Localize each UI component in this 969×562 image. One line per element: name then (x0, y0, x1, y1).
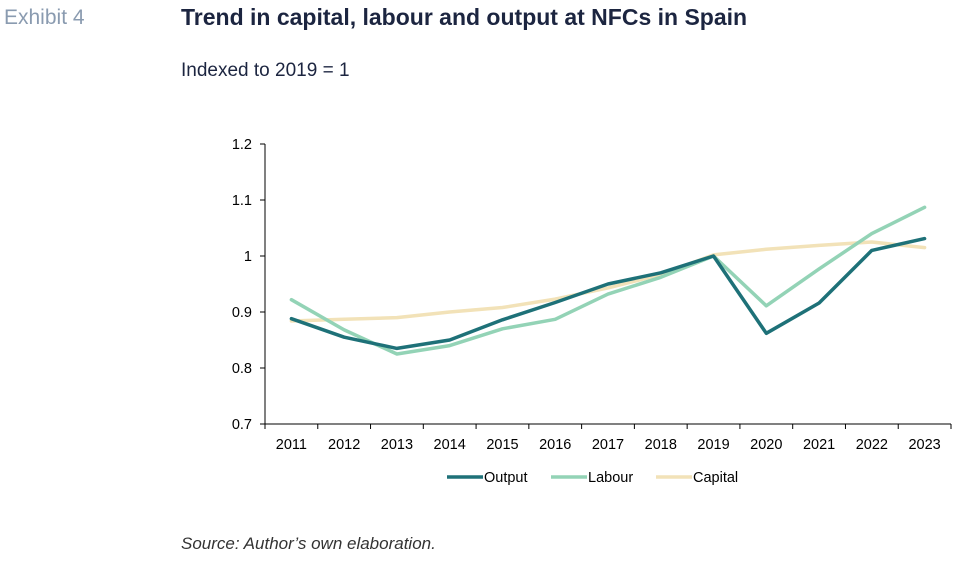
chart-subtitle: Indexed to 2019 = 1 (181, 60, 350, 81)
x-tick-label: 2013 (381, 437, 413, 453)
y-tick-label: 0.9 (232, 305, 252, 321)
x-tick-label: 2011 (276, 437, 307, 453)
x-tick-label: 2018 (645, 437, 677, 453)
series-line-output (289, 236, 927, 351)
x-tick-label: 2023 (908, 437, 940, 453)
x-tick-label: 2012 (328, 437, 360, 453)
y-tick-label: 1.1 (232, 193, 252, 209)
legend-label-output: Output (484, 470, 528, 486)
chart-title: Trend in capital, labour and output at N… (181, 4, 748, 30)
x-tick-label: 2020 (750, 437, 782, 453)
y-tick-label: 0.8 (232, 361, 252, 377)
x-tick-label: 2016 (539, 437, 571, 453)
x-tick-label: 2022 (856, 437, 888, 453)
x-tick-label: 2015 (486, 437, 518, 453)
legend-label-capital: Capital (693, 470, 738, 486)
y-tick-label: 0.7 (232, 417, 252, 433)
exhibit-label: Exhibit 4 (4, 6, 85, 29)
x-tick-label: 2014 (434, 437, 466, 453)
legend-label-labour: Labour (588, 470, 633, 486)
x-tick-label: 2021 (803, 437, 835, 453)
x-tick-label: 2017 (592, 437, 624, 453)
series-line-labour (289, 205, 927, 356)
x-tick-label: 2019 (697, 437, 729, 453)
source-note: Source: Author’s own elaboration. (181, 534, 436, 553)
y-tick-label: 1.2 (232, 137, 252, 153)
series-line-capital (289, 240, 927, 323)
y-tick-label: 1 (244, 249, 252, 265)
